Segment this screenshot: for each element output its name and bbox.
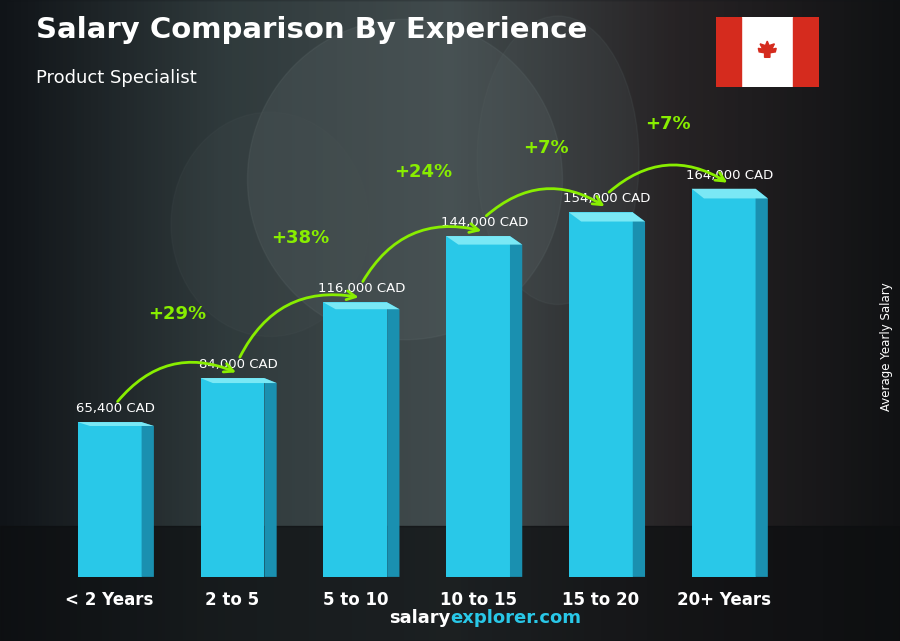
Text: 116,000 CAD: 116,000 CAD	[318, 283, 405, 296]
Polygon shape	[323, 303, 400, 309]
Polygon shape	[759, 41, 776, 57]
Polygon shape	[692, 188, 768, 199]
Polygon shape	[510, 236, 522, 577]
Polygon shape	[387, 303, 400, 577]
Ellipse shape	[248, 19, 562, 340]
Ellipse shape	[477, 16, 639, 304]
Text: explorer.com: explorer.com	[450, 609, 581, 627]
Bar	[716, 17, 742, 87]
Text: Product Specialist: Product Specialist	[36, 69, 197, 87]
Polygon shape	[77, 422, 154, 426]
Polygon shape	[141, 422, 154, 577]
Text: +7%: +7%	[645, 115, 691, 133]
Polygon shape	[446, 236, 522, 245]
Bar	[446, 236, 510, 577]
Bar	[77, 422, 141, 577]
Text: 65,400 CAD: 65,400 CAD	[76, 402, 156, 415]
Polygon shape	[633, 212, 645, 577]
Text: 164,000 CAD: 164,000 CAD	[686, 169, 773, 182]
Bar	[323, 303, 387, 577]
Text: 84,000 CAD: 84,000 CAD	[199, 358, 278, 371]
Text: 144,000 CAD: 144,000 CAD	[441, 216, 527, 229]
Bar	[793, 17, 819, 87]
Text: +24%: +24%	[393, 163, 452, 181]
Bar	[201, 378, 265, 577]
Bar	[0, 526, 900, 641]
Text: +29%: +29%	[148, 304, 206, 322]
Text: Average Yearly Salary: Average Yearly Salary	[880, 282, 893, 410]
Bar	[692, 188, 756, 577]
Text: +7%: +7%	[523, 139, 569, 157]
Polygon shape	[201, 378, 276, 383]
Bar	[569, 212, 633, 577]
Ellipse shape	[171, 112, 369, 337]
Polygon shape	[569, 212, 645, 222]
Text: Salary Comparison By Experience: Salary Comparison By Experience	[36, 16, 587, 44]
Polygon shape	[756, 188, 768, 577]
Polygon shape	[265, 378, 276, 577]
Text: 154,000 CAD: 154,000 CAD	[563, 192, 651, 206]
Text: salary: salary	[389, 609, 450, 627]
Text: +38%: +38%	[271, 229, 329, 247]
